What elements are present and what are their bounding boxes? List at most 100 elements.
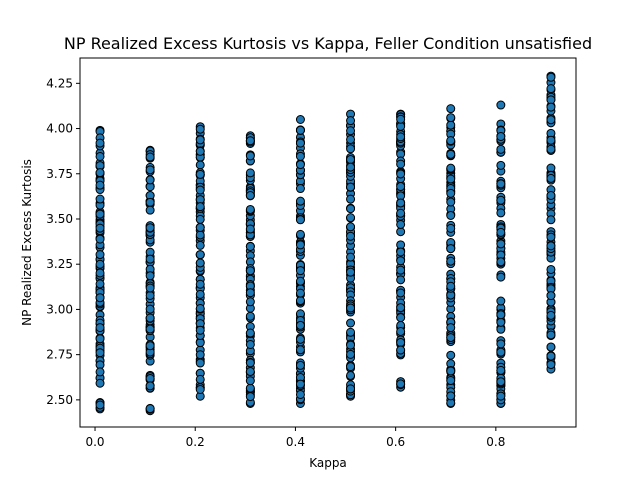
data-point (546, 72, 556, 82)
data-point (496, 257, 506, 267)
data-point (245, 297, 255, 307)
data-point (145, 283, 155, 293)
data-point (245, 376, 255, 386)
data-point (346, 318, 356, 328)
data-point (295, 125, 305, 135)
data-point (295, 389, 305, 399)
data-point (346, 213, 356, 223)
data-point (346, 126, 356, 136)
data-point (295, 345, 305, 355)
data-point (295, 215, 305, 225)
data-point (195, 350, 205, 360)
data-point (195, 240, 205, 250)
data-point (546, 241, 556, 251)
data-point (245, 224, 255, 234)
data-point (346, 267, 356, 277)
data-point (145, 197, 155, 207)
data-point (245, 266, 255, 276)
data-point (195, 135, 205, 145)
data-point (245, 358, 255, 368)
data-point (195, 289, 205, 299)
data-point (195, 384, 205, 394)
data-point (295, 115, 305, 124)
data-point (546, 351, 556, 361)
data-point (346, 303, 356, 313)
data-point (496, 365, 506, 375)
data-point (346, 182, 356, 192)
data-point (195, 358, 205, 368)
data-point (496, 310, 506, 320)
data-point (346, 204, 356, 214)
chart-title: NP Realized Excess Kurtosis vs Kappa, Fe… (64, 34, 592, 53)
data-point (346, 349, 356, 359)
data-point (295, 320, 305, 330)
data-point (95, 378, 105, 388)
data-point (546, 291, 556, 301)
data-point (245, 151, 255, 161)
data-point (195, 258, 205, 268)
data-point (396, 247, 406, 257)
data-point (95, 259, 105, 269)
data-point (396, 338, 406, 348)
data-point (346, 134, 356, 144)
data-point (396, 219, 406, 229)
data-point (295, 240, 305, 250)
data-point (396, 288, 406, 298)
data-point (95, 151, 105, 161)
data-point (95, 234, 105, 244)
data-point (195, 160, 205, 170)
data-point (446, 113, 456, 123)
data-point (95, 168, 105, 178)
data-point (195, 202, 205, 212)
data-point (546, 190, 556, 200)
data-point (396, 379, 406, 389)
data-point (295, 196, 305, 206)
data-point (195, 250, 205, 260)
data-point (145, 324, 155, 334)
data-point (446, 223, 456, 233)
y-axis-ticks: 2.50 2.75 3.00 3.25 3.50 3.75 4.00 4.25 (46, 76, 80, 407)
data-point (145, 290, 155, 300)
data-point (446, 188, 456, 198)
data-point (95, 209, 105, 219)
data-point (195, 230, 205, 240)
data-point (95, 323, 105, 333)
data-point (195, 146, 205, 156)
data-point (496, 144, 506, 154)
data-point (346, 231, 356, 241)
data-point (245, 241, 255, 251)
data-point (145, 175, 155, 185)
y-tick-label: 3.75 (46, 167, 73, 181)
data-point (496, 131, 506, 141)
y-tick-label: 3.50 (46, 212, 73, 226)
y-tick-label: 3.00 (46, 302, 73, 316)
data-point (95, 250, 105, 260)
data-point (546, 144, 556, 154)
data-point (245, 367, 255, 377)
x-axis-label: Kappa (309, 456, 347, 470)
data-point (546, 84, 556, 94)
data-point (496, 377, 506, 387)
data-point (346, 144, 356, 154)
data-point (145, 254, 155, 264)
data-point (245, 168, 255, 178)
data-point (546, 215, 556, 225)
data-point (245, 191, 255, 201)
data-point (145, 271, 155, 281)
data-point (446, 149, 456, 159)
data-point (446, 244, 456, 254)
data-point (546, 173, 556, 183)
data-point (496, 208, 506, 218)
data-point (346, 116, 356, 126)
data-point (195, 374, 205, 384)
data-point (295, 379, 305, 389)
plot-area-frame (79, 57, 577, 428)
y-tick-label: 3.25 (46, 257, 73, 271)
data-point (195, 169, 205, 179)
data-point (546, 330, 556, 340)
data-point (295, 184, 305, 194)
data-point (295, 276, 305, 286)
data-point (295, 151, 305, 161)
data-point (195, 214, 205, 224)
data-point (145, 313, 155, 323)
